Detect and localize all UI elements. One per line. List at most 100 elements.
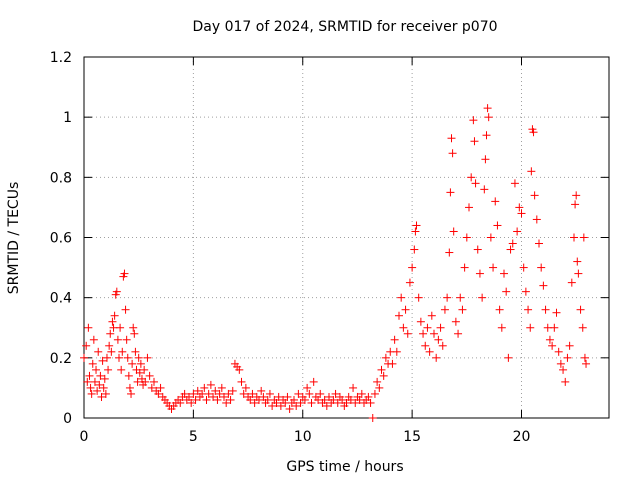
- data-point: [136, 359, 145, 368]
- data-point: [272, 398, 281, 407]
- data-point: [411, 227, 420, 236]
- data-point: [550, 323, 559, 332]
- data-point: [473, 245, 482, 254]
- data-point: [434, 335, 443, 344]
- x-axis-label: GPS time / hours: [286, 459, 403, 475]
- data-point: [106, 329, 115, 338]
- data-point: [489, 263, 498, 272]
- data-point: [513, 227, 522, 236]
- data-point: [510, 179, 519, 188]
- data-point: [574, 269, 583, 278]
- data-point: [276, 401, 285, 410]
- data-point: [83, 377, 92, 386]
- data-point: [209, 392, 218, 401]
- data-point: [89, 335, 98, 344]
- y-tick-label: 1.2: [50, 50, 72, 66]
- data-point: [112, 287, 121, 296]
- data-point: [200, 383, 209, 392]
- data-point: [399, 323, 408, 332]
- data-point: [213, 395, 222, 404]
- data-point: [401, 305, 410, 314]
- data-point: [331, 389, 340, 398]
- data-point: [342, 398, 351, 407]
- data-point: [561, 377, 570, 386]
- data-point: [486, 233, 495, 242]
- data-point: [307, 398, 316, 407]
- data-point: [217, 383, 226, 392]
- data-point: [113, 335, 122, 344]
- data-point: [121, 305, 130, 314]
- data-point: [102, 353, 111, 362]
- data-point: [246, 395, 255, 404]
- data-point: [274, 392, 283, 401]
- data-point: [481, 155, 490, 164]
- data-point: [414, 293, 423, 302]
- data-point: [412, 221, 421, 230]
- data-point: [493, 221, 502, 230]
- data-point: [110, 311, 119, 320]
- data-point: [484, 113, 493, 122]
- plot-area-frame: [83, 56, 610, 419]
- y-axis-label: SRMTID / TECUs: [6, 182, 22, 295]
- data-point: [204, 389, 213, 398]
- x-tick-label: 15: [403, 429, 421, 445]
- data-point: [421, 341, 430, 350]
- data-point: [403, 329, 412, 338]
- data-point: [462, 233, 471, 242]
- data-point: [193, 386, 202, 395]
- data-point: [571, 200, 580, 209]
- data-point: [127, 389, 136, 398]
- x-tick-label: 0: [80, 429, 89, 445]
- data-point: [506, 245, 515, 254]
- data-point: [224, 389, 233, 398]
- data-point: [294, 389, 303, 398]
- data-point: [202, 395, 211, 404]
- data-point: [527, 167, 536, 176]
- data-point: [458, 305, 467, 314]
- data-point: [220, 392, 228, 401]
- data-point: [241, 383, 250, 392]
- data-point: [105, 341, 114, 350]
- data-point: [508, 239, 517, 248]
- data-point: [567, 278, 576, 287]
- data-point: [357, 389, 366, 398]
- grid: [84, 57, 609, 418]
- data-point: [259, 392, 268, 401]
- data-point: [154, 389, 163, 398]
- x-tick-labels: 0 5 10 15 20: [80, 429, 531, 445]
- data-point: [134, 353, 143, 362]
- data-point: [545, 335, 554, 344]
- data-point: [237, 377, 246, 386]
- data-point: [530, 191, 539, 200]
- chart-title: Day 017 of 2024, SRMTID for receiver p07…: [192, 19, 497, 35]
- data-point: [226, 395, 235, 404]
- data-point: [451, 317, 460, 326]
- y-tick-label: 0: [63, 411, 72, 427]
- data-point: [497, 323, 506, 332]
- data-point: [554, 347, 563, 356]
- data-point: [120, 269, 129, 278]
- data-point: [239, 389, 248, 398]
- data-point: [257, 386, 266, 395]
- data-point: [483, 104, 492, 113]
- data-point: [180, 389, 189, 398]
- data-point: [526, 323, 535, 332]
- data-point: [322, 401, 331, 410]
- y-tick-labels: 0 0.2 0.4 0.6 0.8 1 1.2: [50, 50, 72, 427]
- data-point: [296, 398, 305, 407]
- data-point: [475, 269, 484, 278]
- data-point: [265, 389, 274, 398]
- data-point: [95, 380, 104, 389]
- data-point: [465, 203, 473, 212]
- data-point: [303, 383, 312, 392]
- data-point: [427, 311, 436, 320]
- data-point: [379, 371, 388, 380]
- data-point: [480, 185, 489, 194]
- data-point: [309, 377, 318, 386]
- data-point: [430, 329, 438, 338]
- data-point: [349, 383, 358, 392]
- data-point: [140, 365, 149, 374]
- data-point: [456, 293, 465, 302]
- data-point: [580, 353, 589, 362]
- data-point: [82, 341, 91, 350]
